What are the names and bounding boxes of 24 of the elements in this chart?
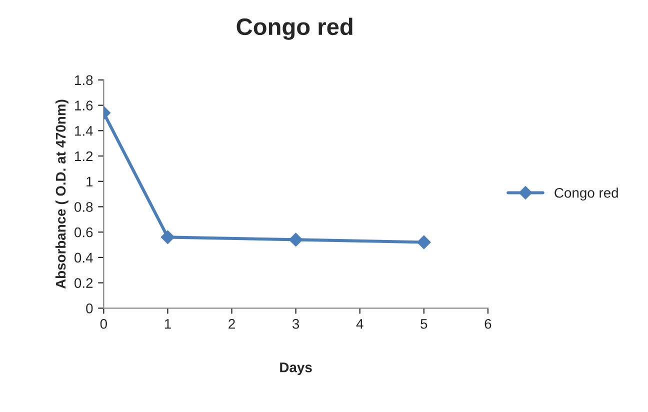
y-tick-label: 0.8: [74, 202, 93, 212]
x-axis-title: Days: [280, 362, 312, 376]
x-tick-label: 2: [228, 318, 235, 329]
x-tick-label: 0: [100, 318, 107, 329]
x-tick-label: 4: [356, 319, 364, 329]
x-tick-label: 3: [292, 318, 300, 329]
point: [160, 230, 175, 244]
y-tick-label: 1.8: [75, 75, 93, 86]
y-axis-title: Absorbance ( O.D. at 470nm): [55, 100, 68, 289]
chart-title: Congo red: [236, 18, 352, 40]
y-tick-label: 1.6: [75, 100, 93, 110]
point: [288, 232, 303, 247]
x-tick-label: 6: [484, 318, 492, 329]
x-tick-label: 5: [420, 319, 428, 329]
y-tick-label: 0.6: [74, 227, 93, 238]
point: [416, 235, 431, 250]
legend-label: Congo red: [554, 188, 618, 201]
y-tick-label: 0.4: [74, 252, 93, 263]
y-tick-label: 1.4: [75, 126, 93, 136]
x-tick-label: 1: [164, 319, 171, 329]
y-tick-label: 0: [86, 304, 93, 314]
y-tick-label: 1: [86, 176, 93, 186]
y-tick-label: 0.2: [74, 278, 93, 288]
y-tick-label: 1.2: [75, 151, 93, 162]
